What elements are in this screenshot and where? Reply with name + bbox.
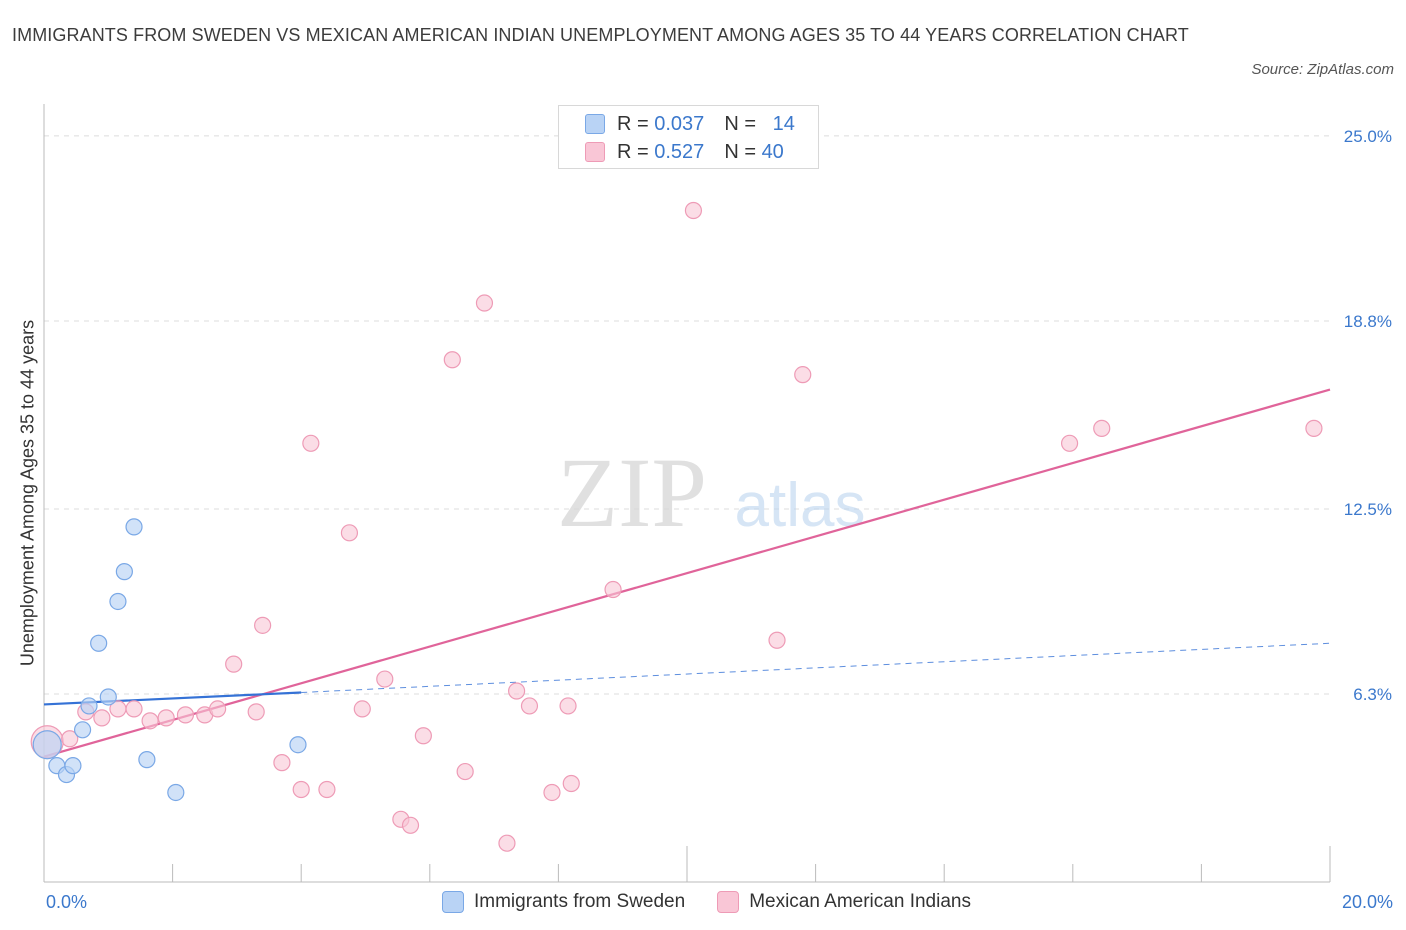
data-point-mexican-american-indians bbox=[340, 524, 359, 542]
data-point-sweden bbox=[90, 634, 108, 652]
data-point-mexican-american-indians bbox=[562, 774, 580, 793]
legend-label: Immigrants from Sweden bbox=[474, 891, 686, 912]
legend-item-sweden[interactable]: Immigrants from Sweden bbox=[442, 891, 685, 913]
series-legend: Immigrants from Sweden Mexican American … bbox=[442, 888, 1003, 916]
data-point-sweden bbox=[73, 721, 92, 739]
data-point-mexican-american-indians bbox=[520, 697, 539, 715]
data-point-sweden bbox=[32, 730, 62, 760]
data-point-mexican-american-indians bbox=[543, 783, 561, 802]
data-point-mexican-american-indians bbox=[302, 434, 320, 452]
data-point-mexican-american-indians bbox=[353, 700, 371, 718]
x-tick-label: 20.0% bbox=[1342, 892, 1393, 912]
data-point-mexican-american-indians bbox=[684, 201, 703, 220]
legend-label: Mexican American Indians bbox=[749, 891, 971, 912]
data-point-mexican-american-indians bbox=[176, 706, 195, 724]
data-point-mexican-american-indians bbox=[1305, 419, 1323, 437]
data-point-mexican-american-indians bbox=[141, 712, 159, 730]
watermark-zip: ZIP bbox=[557, 437, 707, 548]
source-label: Source: ZipAtlas.com bbox=[1251, 61, 1394, 78]
data-point-mexican-american-indians bbox=[498, 834, 516, 852]
data-point-mexican-american-indians bbox=[225, 655, 243, 673]
legend-item-mexican-american-indians[interactable]: Mexican American Indians bbox=[717, 891, 971, 913]
n-value: 40 bbox=[761, 140, 784, 163]
chart-title: IMMIGRANTS FROM SWEDEN VS MEXICAN AMERIC… bbox=[12, 25, 1189, 45]
data-point-sweden bbox=[99, 688, 117, 706]
legend-row-sweden: R = 0.037 N = 14 bbox=[585, 110, 795, 138]
data-point-mexican-american-indians bbox=[318, 780, 336, 799]
data-point-mexican-american-indians bbox=[1060, 434, 1079, 452]
data-point-mexican-american-indians bbox=[414, 727, 432, 745]
data-point-mexican-american-indians bbox=[125, 700, 143, 718]
data-point-sweden bbox=[138, 751, 156, 769]
r-value: 0.037 bbox=[654, 112, 705, 135]
data-point-mexican-american-indians bbox=[273, 754, 291, 772]
data-point-sweden bbox=[115, 563, 133, 581]
data-point-mexican-american-indians bbox=[93, 709, 111, 727]
data-point-mexican-american-indians bbox=[61, 730, 79, 748]
data-point-mexican-american-indians bbox=[559, 697, 577, 715]
y-tick-label: 25.0% bbox=[1344, 127, 1392, 146]
data-point-sweden bbox=[125, 518, 143, 536]
data-point-mexican-american-indians bbox=[508, 682, 526, 700]
legend-swatch-blue bbox=[585, 114, 605, 134]
x-tick-label: 0.0% bbox=[46, 892, 87, 912]
data-point-mexican-american-indians bbox=[604, 580, 622, 599]
data-point-sweden bbox=[167, 783, 185, 802]
data-point-mexican-american-indians bbox=[475, 294, 494, 312]
y-tick-label: 12.5% bbox=[1344, 500, 1392, 519]
r-label: R = bbox=[617, 112, 649, 135]
legend-row-mexican-american-indians: R = 0.527 N = 40 bbox=[585, 138, 784, 166]
data-point-mexican-american-indians bbox=[247, 703, 265, 721]
data-point-mexican-american-indians bbox=[401, 816, 420, 834]
data-point-sweden bbox=[80, 697, 98, 715]
r-value: 0.527 bbox=[654, 140, 705, 163]
watermark-atlas: atlas bbox=[735, 471, 866, 540]
n-label: N = bbox=[724, 112, 756, 135]
data-point-mexican-american-indians bbox=[443, 351, 461, 369]
data-point-mexican-american-indians bbox=[768, 631, 786, 649]
data-point-mexican-american-indians bbox=[157, 709, 175, 727]
n-value: 14 bbox=[772, 112, 795, 135]
r-label: R = bbox=[617, 140, 649, 163]
y-axis-label: Unemployment Among Ages 35 to 44 years bbox=[17, 319, 38, 667]
n-label: N = bbox=[724, 140, 756, 163]
data-point-mexican-american-indians bbox=[1093, 419, 1111, 437]
data-point-sweden bbox=[64, 757, 82, 775]
data-point-mexican-american-indians bbox=[292, 780, 310, 799]
data-point-mexican-american-indians bbox=[254, 616, 272, 634]
legend-swatch-blue bbox=[442, 891, 464, 913]
trend-line-sweden-extension bbox=[301, 642, 1331, 693]
data-point-mexican-american-indians bbox=[376, 670, 394, 688]
data-point-mexican-american-indians bbox=[209, 700, 227, 718]
legend-swatch-pink bbox=[717, 891, 740, 913]
data-point-mexican-american-indians bbox=[456, 762, 474, 781]
data-point-sweden bbox=[109, 592, 127, 611]
y-tick-label: 18.8% bbox=[1344, 312, 1392, 331]
y-tick-label: 6.3% bbox=[1353, 685, 1392, 704]
legend-swatch-pink bbox=[585, 142, 605, 162]
data-point-sweden bbox=[289, 736, 307, 754]
correlation-legend: R = 0.037 N = 14 R = 0.527 N = 40 bbox=[558, 105, 819, 169]
data-point-mexican-american-indians bbox=[794, 366, 812, 384]
